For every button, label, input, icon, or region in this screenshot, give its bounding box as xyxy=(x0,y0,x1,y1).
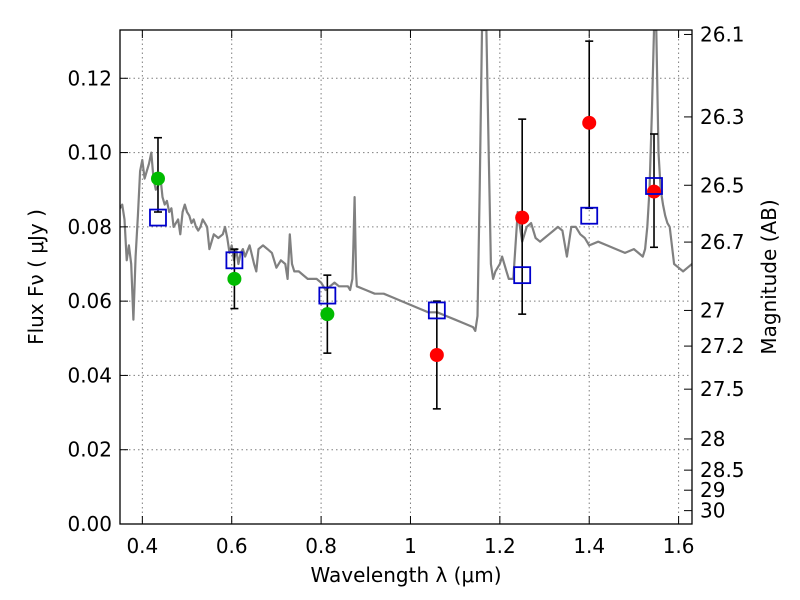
synthetic-point xyxy=(318,286,337,305)
right-tick-label: 27.2 xyxy=(700,334,745,358)
y-tick-label: 0.10 xyxy=(67,141,112,165)
y-tick-label: 0.02 xyxy=(67,438,112,462)
x-axis-title: Wavelength λ (μm) xyxy=(310,563,501,587)
synthetic-point xyxy=(513,266,532,285)
x-tick-label: 0.8 xyxy=(305,534,337,558)
synthetic-point xyxy=(645,177,663,195)
synthetic-point xyxy=(149,208,167,227)
right-tick-label: 26.1 xyxy=(700,22,745,46)
y-tick-label: 0.06 xyxy=(67,289,112,313)
data-point xyxy=(582,115,597,130)
y-axis-right-title: Magnitude (AB) xyxy=(757,199,781,354)
y-tick-label: 0.00 xyxy=(67,512,112,536)
right-tick-label: 27 xyxy=(700,298,725,322)
right-tick-label: 26.3 xyxy=(700,105,745,129)
photometry-layer xyxy=(149,40,663,410)
x-tick-label: 0.6 xyxy=(216,534,248,558)
x-tick-label: 1.2 xyxy=(484,534,516,558)
right-tick-label: 29 xyxy=(700,478,725,502)
right-tick-label: 28.5 xyxy=(700,458,745,482)
data-point xyxy=(647,184,662,199)
x-tick-label: 1 xyxy=(404,534,417,558)
data-point xyxy=(150,171,165,186)
right-tick-label: 26.7 xyxy=(700,230,745,254)
y-tick-label: 0.04 xyxy=(67,363,112,387)
model-spectrum-layer xyxy=(120,30,692,332)
data-point xyxy=(320,307,335,322)
axis-ticks: 0.4 0.6 0.8 1 1.2 1.4 1.6 0.00 0.02 0.04 0.06 0.08 0… xyxy=(67,22,744,558)
plot-frame xyxy=(119,29,693,525)
y-tick-label: 0.12 xyxy=(67,66,112,90)
data-point xyxy=(429,348,444,362)
right-tick-label: 28 xyxy=(700,427,725,451)
right-tick-label: 30 xyxy=(700,499,725,523)
x-tick-label: 0.4 xyxy=(126,534,158,558)
y-tick-label: 0.08 xyxy=(67,215,112,239)
x-tick-label: 1.6 xyxy=(663,534,695,558)
grid-lines xyxy=(120,30,692,524)
data-point xyxy=(227,271,242,286)
synthetic-point xyxy=(427,301,446,320)
synthetic-point xyxy=(580,206,599,225)
y-axis-title: Flux Fν ( μJy ) xyxy=(24,209,48,345)
right-tick-label: 26.5 xyxy=(700,173,745,197)
synthetic-point xyxy=(225,251,244,270)
model-spectrum-line xyxy=(120,30,692,332)
x-tick-label: 1.4 xyxy=(573,534,605,558)
right-tick-label: 27.5 xyxy=(700,377,745,401)
data-point xyxy=(515,210,530,225)
